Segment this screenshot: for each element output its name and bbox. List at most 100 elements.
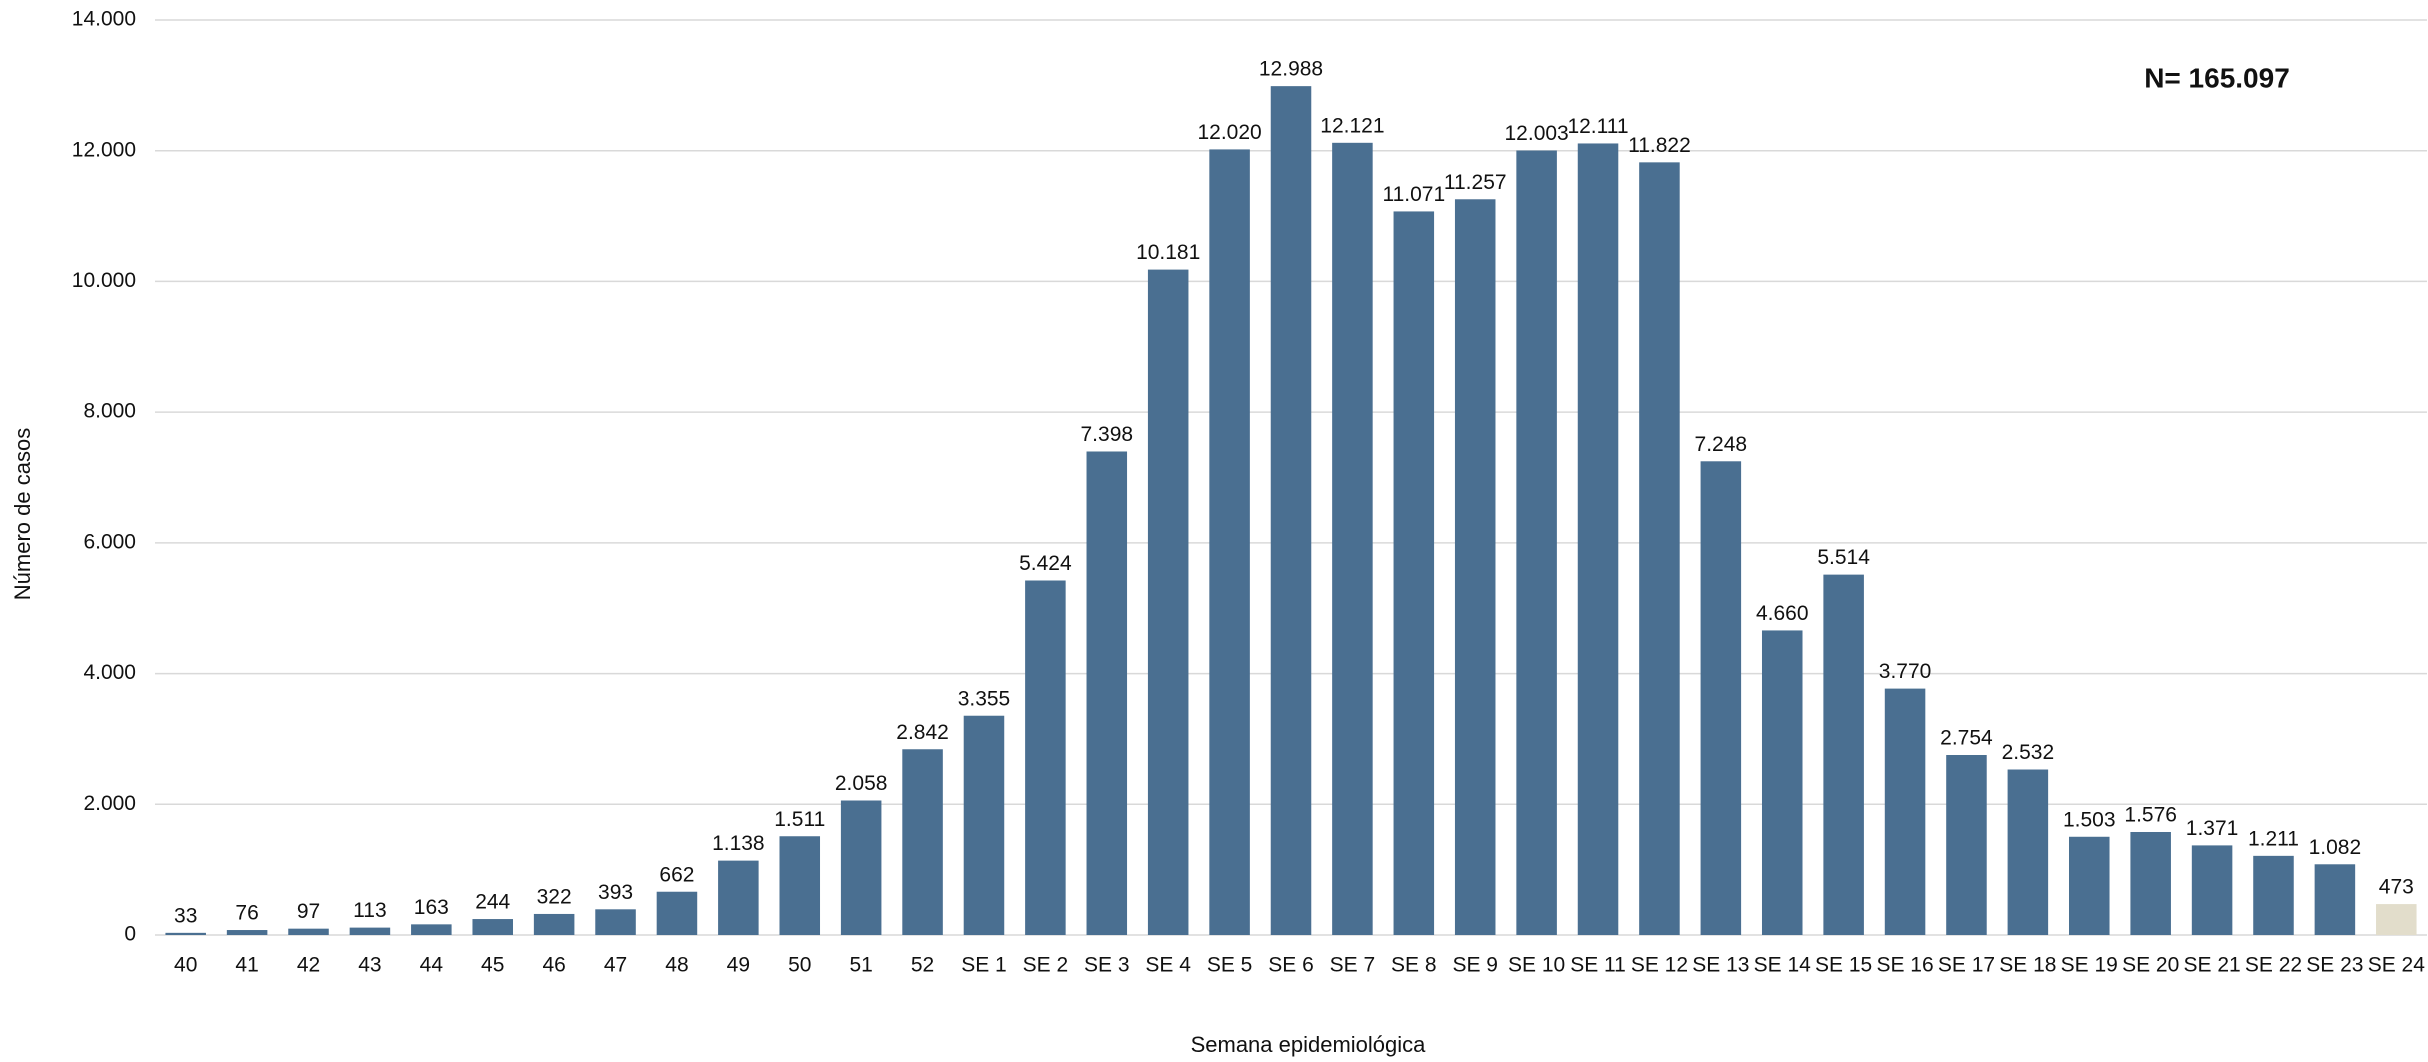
bar bbox=[1454, 199, 1496, 935]
bar bbox=[718, 860, 759, 935]
data-label: 12.020 bbox=[1197, 121, 1261, 144]
x-tick-label: SE 17 bbox=[1938, 954, 1995, 977]
data-label: 322 bbox=[537, 886, 572, 909]
bar bbox=[1823, 574, 1864, 935]
bar bbox=[1147, 269, 1189, 935]
data-label: 12.988 bbox=[1259, 58, 1323, 81]
x-tick-label: SE 22 bbox=[2245, 954, 2302, 977]
bar bbox=[840, 800, 882, 935]
data-label: 7.398 bbox=[1081, 423, 1134, 446]
data-label: 2.842 bbox=[896, 721, 949, 744]
x-tick-label: 40 bbox=[174, 954, 197, 977]
x-tick-label: SE 10 bbox=[1508, 954, 1565, 977]
x-tick-label: SE 24 bbox=[2368, 954, 2426, 977]
data-label: 473 bbox=[2379, 876, 2414, 899]
x-tick-label: 47 bbox=[604, 954, 627, 977]
x-tick-label: SE 7 bbox=[1330, 954, 1376, 977]
data-label: 76 bbox=[235, 902, 258, 925]
x-tick-label: SE 2 bbox=[1023, 954, 1069, 977]
x-tick-label: 50 bbox=[788, 954, 811, 977]
data-label: 1.511 bbox=[774, 808, 825, 831]
x-tick-label: 44 bbox=[420, 954, 444, 977]
data-label: 33 bbox=[174, 904, 197, 927]
bar bbox=[1393, 211, 1435, 935]
x-tick-label: SE 19 bbox=[2061, 954, 2118, 977]
bar bbox=[1639, 162, 1680, 936]
y-tick-label: 14.000 bbox=[72, 8, 136, 31]
x-tick-label: 51 bbox=[849, 954, 872, 977]
y-tick-label: 0 bbox=[124, 923, 136, 946]
data-label: 2.058 bbox=[835, 772, 888, 795]
y-tick-label: 4.000 bbox=[83, 661, 136, 684]
x-tick-label: 48 bbox=[665, 954, 688, 977]
x-tick-label: SE 11 bbox=[1570, 954, 1626, 977]
x-tick-label: 46 bbox=[542, 954, 565, 977]
x-tick-label: SE 12 bbox=[1631, 954, 1688, 977]
data-label: 5.424 bbox=[1019, 552, 1072, 575]
bar bbox=[1209, 149, 1250, 935]
bar bbox=[1025, 580, 1066, 935]
y-axis-label: Número de casos bbox=[10, 428, 35, 600]
x-tick-label: SE 20 bbox=[2122, 954, 2179, 977]
y-tick-label: 2.000 bbox=[83, 792, 136, 815]
data-label: 1.371 bbox=[2186, 817, 2239, 840]
bar bbox=[1946, 755, 1987, 935]
data-label: 12.121 bbox=[1320, 114, 1384, 137]
bar bbox=[1577, 143, 1619, 935]
data-label: 11.071 bbox=[1382, 183, 1445, 206]
data-label: 2.754 bbox=[1940, 727, 1993, 750]
annotation: N= 165.097 bbox=[2144, 62, 2290, 93]
x-tick-label: SE 14 bbox=[1754, 954, 1812, 977]
x-axis-label: Semana epidemiológica bbox=[1191, 1032, 1427, 1057]
bar bbox=[1761, 630, 1803, 935]
bar bbox=[595, 909, 636, 935]
x-tick-label: SE 9 bbox=[1452, 954, 1498, 977]
x-tick-label: 45 bbox=[481, 954, 504, 977]
data-label: 12.003 bbox=[1505, 122, 1569, 145]
x-tick-label: SE 8 bbox=[1391, 954, 1437, 977]
bar bbox=[2007, 769, 2049, 935]
x-tick-label: 52 bbox=[911, 954, 934, 977]
bar bbox=[1270, 86, 1312, 936]
y-tick-label: 12.000 bbox=[72, 138, 136, 161]
x-tick-label: 43 bbox=[358, 954, 381, 977]
data-label: 11.822 bbox=[1628, 134, 1691, 157]
bar bbox=[779, 836, 821, 935]
x-tick-label: SE 6 bbox=[1268, 954, 1314, 977]
data-label: 1.082 bbox=[2309, 836, 2362, 859]
bar bbox=[349, 927, 391, 935]
data-label: 7.248 bbox=[1695, 433, 1748, 456]
x-tick-label: SE 21 bbox=[2183, 954, 2240, 977]
x-tick-label: 41 bbox=[235, 954, 258, 977]
data-label: 1.576 bbox=[2124, 804, 2177, 827]
bar bbox=[226, 930, 268, 935]
x-tick-label: 42 bbox=[297, 954, 320, 977]
bar bbox=[1086, 451, 1128, 935]
x-tick-label: SE 1 bbox=[961, 954, 1007, 977]
data-label: 10.181 bbox=[1136, 241, 1200, 264]
data-label: 3.770 bbox=[1879, 660, 1932, 683]
bar bbox=[1700, 461, 1742, 935]
data-label: 1.503 bbox=[2063, 808, 2116, 831]
bar bbox=[2314, 864, 2356, 935]
data-label: 3.355 bbox=[958, 687, 1011, 710]
data-label: 11.257 bbox=[1444, 171, 1507, 194]
data-label: 662 bbox=[659, 863, 694, 886]
x-tick-label: SE 5 bbox=[1207, 954, 1253, 977]
data-label: 163 bbox=[414, 896, 449, 919]
bar bbox=[472, 919, 513, 935]
bar bbox=[2130, 831, 2171, 935]
x-tick-label: SE 15 bbox=[1815, 954, 1872, 977]
x-tick-label: SE 4 bbox=[1145, 954, 1191, 977]
data-label: 5.514 bbox=[1817, 546, 1870, 569]
x-tick-label: SE 16 bbox=[1876, 954, 1933, 977]
data-label: 113 bbox=[353, 899, 386, 922]
bar bbox=[1884, 688, 1926, 935]
x-tick-label: SE 18 bbox=[1999, 954, 2056, 977]
bar bbox=[2191, 845, 2233, 935]
x-tick-label: SE 13 bbox=[1692, 954, 1749, 977]
bar bbox=[288, 928, 329, 935]
data-label: 393 bbox=[598, 881, 633, 904]
bar bbox=[2253, 855, 2294, 935]
